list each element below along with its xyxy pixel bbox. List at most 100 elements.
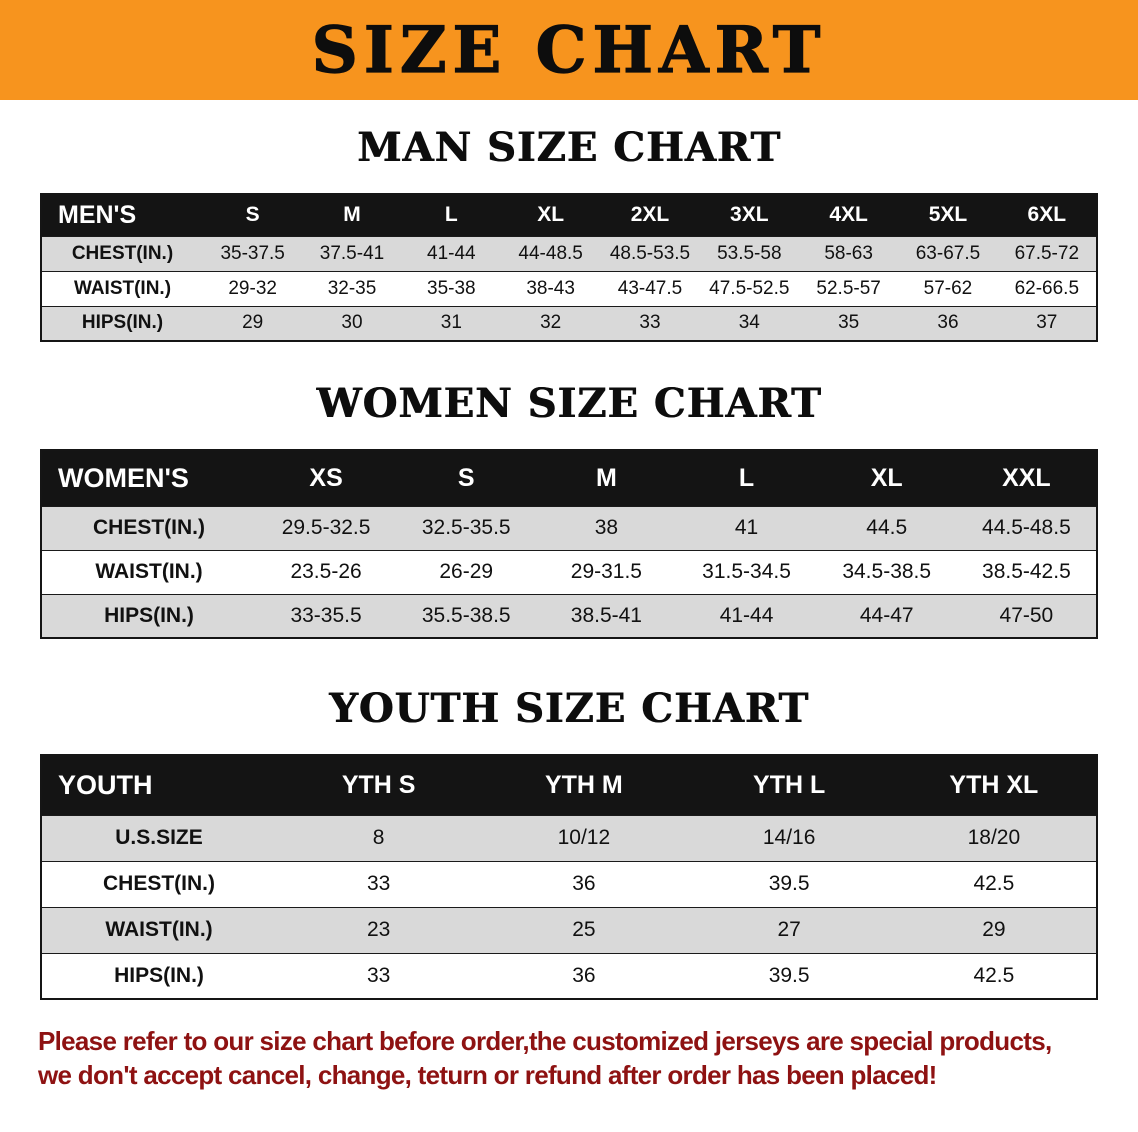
- footer-disclaimer: Please refer to our size chart before or…: [38, 1024, 1100, 1093]
- table-title-cell: MEN'S: [41, 194, 203, 236]
- size-table-header-row: WOMEN'S XS S M L XL XXL: [41, 450, 1097, 506]
- measurement-value-cell: 36: [572, 872, 596, 895]
- measurement-value-cell: 29-31.5: [570, 560, 642, 583]
- measurement-value-cell: 38.5-41: [570, 603, 642, 627]
- measurement-value-cell: 67.5-72: [1014, 242, 1080, 264]
- measurement-value-cell: 32: [540, 312, 562, 334]
- measurement-value-cell: 33: [639, 312, 661, 334]
- footer-disclaimer-line-2: we don't accept cancel, change, teturn o…: [38, 1060, 937, 1091]
- measurement-value-cell: 35-38: [427, 277, 476, 299]
- table-title-cell: WOMEN'S: [41, 450, 256, 506]
- measurement-row: CHEST(IN.) 29.5-32.5 32.5-35.5 38 41 44.5 44.5…: [41, 506, 1097, 550]
- measurement-value-cell: 32-35: [327, 277, 377, 299]
- measurement-value-cell: 25: [572, 918, 596, 941]
- size-column-header: M: [536, 450, 677, 506]
- size-column-header: L: [401, 194, 501, 236]
- measurement-value-cell: 41: [734, 516, 759, 539]
- measurement-value-cell: 30: [341, 312, 363, 334]
- row-label-cell: CHEST(IN.): [93, 516, 205, 539]
- measurement-value-cell: 48.5-53.5: [609, 242, 691, 264]
- measurement-value-cell: 31.5-34.5: [702, 560, 791, 583]
- measurement-value-cell: 23: [366, 918, 391, 941]
- measurement-value-cell: 41-44: [427, 242, 476, 264]
- measurement-value-cell: 26-29: [439, 560, 494, 583]
- measurement-value-cell: 34: [738, 312, 760, 334]
- measurement-value-cell: 63-67.5: [915, 242, 981, 264]
- measurement-value-cell: 58-63: [824, 242, 873, 264]
- measurement-value-cell: 33: [366, 963, 391, 987]
- row-label-cell: WAIST(IN.): [73, 277, 172, 299]
- size-column-header: L: [676, 450, 817, 506]
- measurement-value-cell: 39.5: [768, 872, 810, 895]
- size-column-header: XS: [256, 450, 397, 506]
- youth-section-heading: YOUTH SIZE CHART: [329, 685, 809, 732]
- measurement-value-cell: 57-62: [923, 277, 973, 299]
- row-label-cell: HIPS(IN.): [114, 963, 204, 987]
- measurement-row: HIPS(IN.) 33-35.5 35.5-38.5 38.5-41 41-44 44-…: [41, 594, 1097, 638]
- measurement-value-cell: 14/16: [762, 826, 816, 849]
- size-column-header: YTH L: [686, 755, 892, 815]
- measurement-value-cell: 43-47.5: [617, 277, 683, 299]
- size-column-header: YTH S: [276, 755, 482, 815]
- row-label-cell: HIPS(IN.): [81, 312, 164, 334]
- footer-disclaimer-line-1: Please refer to our size chart before or…: [38, 1026, 1052, 1056]
- measurement-value-cell: 38-43: [526, 277, 575, 299]
- measurement-value-cell: 47.5-52.5: [709, 277, 790, 299]
- measurement-value-cell: 62-66.5: [1014, 277, 1080, 299]
- measurement-value-cell: 8: [372, 826, 385, 849]
- measurement-value-cell: 53.5-58: [717, 242, 782, 264]
- measurement-row: HIPS(IN.) 33 36 39.5 42.5: [41, 953, 1097, 999]
- measurement-value-cell: 27: [777, 918, 801, 941]
- size-column-header: 4XL: [798, 194, 899, 236]
- size-table-header-row: MEN'S S M L XL 2XL 3XL 4XL 5XL 6XL: [41, 194, 1097, 236]
- measurement-value-cell: 32.5-35.5: [421, 516, 511, 539]
- measurement-value-cell: 35: [838, 312, 860, 334]
- size-column-header: S: [396, 450, 537, 506]
- size-chart-banner: SIZE CHART: [0, 0, 1138, 100]
- measurement-value-cell: 44.5: [866, 516, 908, 539]
- measurement-value-cell: 33-35.5: [290, 603, 362, 627]
- row-label-cell: U.S.SIZE: [115, 826, 203, 849]
- measurement-value-cell: 36: [572, 963, 596, 987]
- measurement-value-cell: 38.5-42.5: [982, 560, 1071, 583]
- measurement-value-cell: 31: [440, 312, 462, 334]
- measurement-row: HIPS(IN.) 29 30 31 32 33 34 35 36 37: [41, 306, 1097, 341]
- measurement-row: WAIST(IN.) 29-32 32-35 35-38 38-43 43-47.5 47.…: [41, 271, 1097, 306]
- size-column-header: 3XL: [699, 194, 799, 236]
- measurement-value-cell: 47-50: [999, 603, 1054, 627]
- size-table-header-row: YOUTH YTH S YTH M YTH L YTH XL: [41, 755, 1097, 815]
- measurement-value-cell: 34.5-38.5: [842, 560, 932, 583]
- size-column-header: M: [302, 194, 402, 236]
- measurement-value-cell: 44-48.5: [518, 242, 583, 264]
- size-column-header: YTH XL: [891, 755, 1097, 815]
- measurement-value-cell: 33: [366, 872, 391, 895]
- men-section-heading: MAN SIZE CHART: [357, 124, 781, 171]
- table-title-cell: YOUTH: [41, 755, 276, 815]
- measurement-row: CHEST(IN.) 35-37.5 37.5-41 41-44 44-48.5 48.5…: [41, 236, 1097, 271]
- men-size-table: MEN'S S M L XL 2XL 3XL 4XL 5XL 6XL CHEST(IN.) 35-37…: [40, 193, 1098, 342]
- row-label-cell: CHEST(IN.): [71, 242, 174, 264]
- measurement-value-cell: 10/12: [557, 826, 611, 849]
- measurement-value-cell: 18/20: [967, 826, 1021, 849]
- women-section-heading: WOMEN SIZE CHART: [316, 380, 822, 427]
- measurement-row: U.S.SIZE 8 10/12 14/16 18/20: [41, 815, 1097, 861]
- size-column-header: XL: [816, 450, 957, 506]
- size-column-header: 6XL: [997, 194, 1097, 236]
- row-label-cell: WAIST(IN.): [95, 560, 203, 583]
- row-label-cell: CHEST(IN.): [103, 872, 215, 895]
- measurement-row: WAIST(IN.) 23 25 27 29: [41, 907, 1097, 953]
- measurement-value-cell: 44.5-48.5: [982, 516, 1071, 539]
- page-title: SIZE CHART: [311, 12, 827, 88]
- measurement-value-cell: 42.5: [973, 963, 1015, 987]
- measurement-value-cell: 29.5-32.5: [281, 516, 371, 539]
- row-label-cell: WAIST(IN.): [105, 918, 213, 941]
- measurement-value-cell: 36: [937, 312, 959, 334]
- measurement-value-cell: 35.5-38.5: [421, 603, 511, 627]
- measurement-value-cell: 44-47: [859, 603, 914, 627]
- size-column-header: YTH M: [481, 755, 687, 815]
- measurement-value-cell: 29: [242, 312, 264, 334]
- women-size-table: WOMEN'S XS S M L XL XXL CHEST(IN.) 29.5-32.5 32.5…: [40, 449, 1098, 639]
- measurement-value-cell: 29-32: [228, 277, 277, 299]
- size-column-header: 2XL: [600, 194, 700, 236]
- measurement-value-cell: 39.5: [768, 963, 810, 987]
